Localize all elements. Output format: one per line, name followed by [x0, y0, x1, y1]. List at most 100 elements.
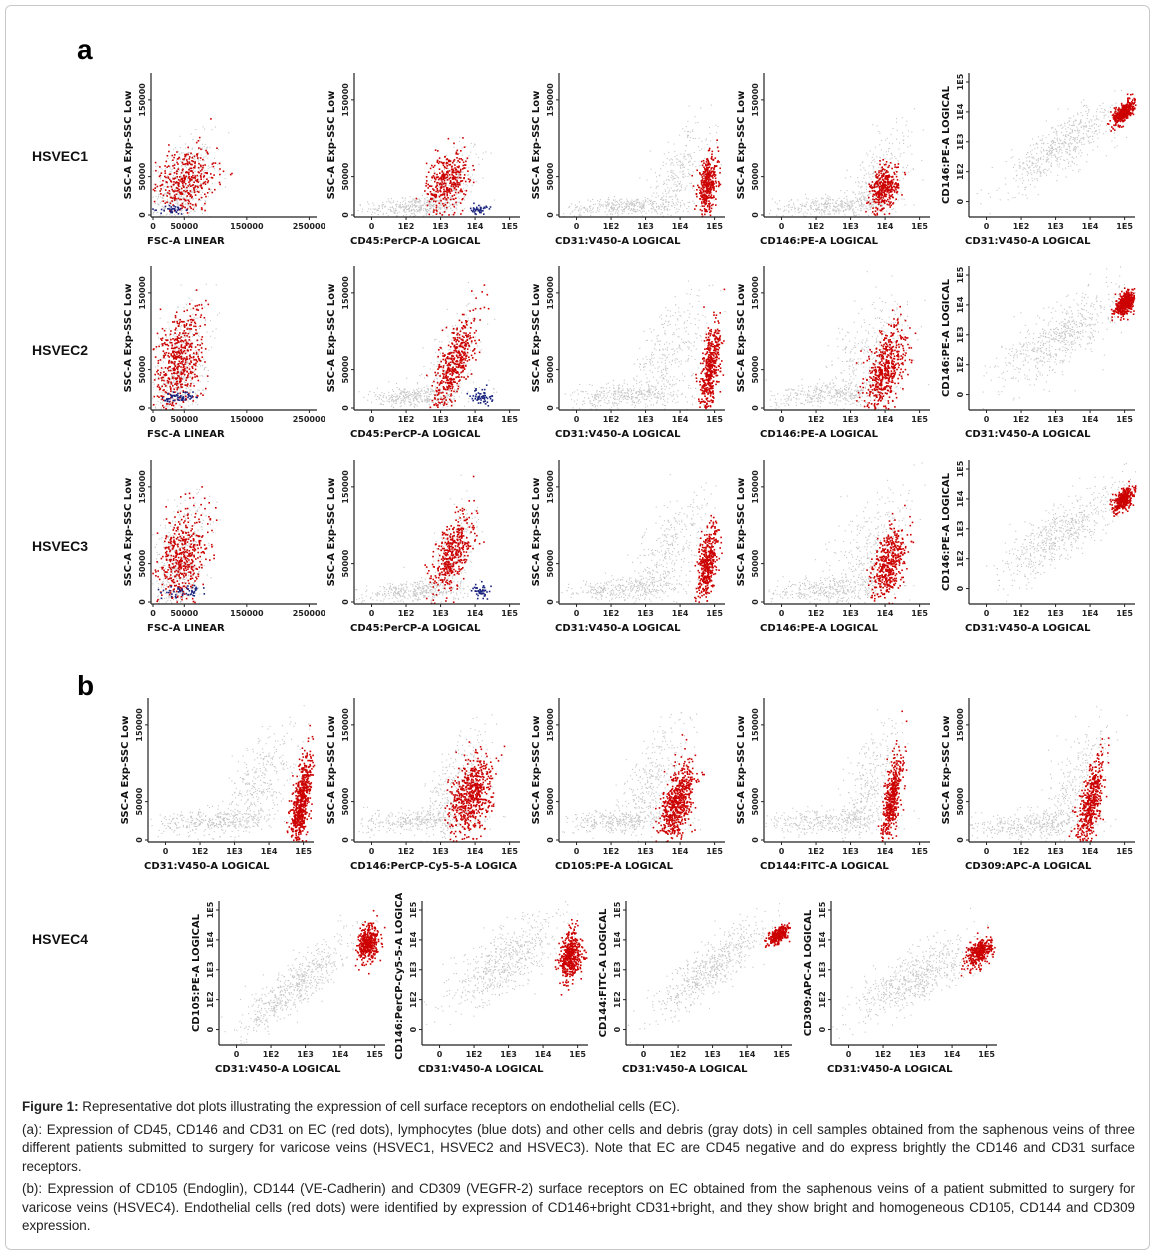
lymphocyte-dot — [174, 206, 177, 208]
ec-dot — [208, 188, 210, 190]
other-cell-dot — [1025, 194, 1027, 196]
ec-dot — [210, 173, 212, 175]
ec-dot — [430, 193, 433, 195]
ec-dot — [440, 177, 443, 180]
ec-dot — [433, 200, 435, 202]
ec-dot — [1118, 108, 1120, 111]
ec-dot — [468, 180, 471, 183]
other-cell-dot — [835, 207, 837, 209]
other-cell-dot — [1025, 186, 1027, 188]
other-cell-dot — [1077, 132, 1079, 134]
other-cell-dot — [1093, 132, 1095, 134]
other-cell-dot — [1085, 124, 1087, 126]
other-cell-dot — [444, 209, 446, 211]
y-tick-label: 50000 — [138, 162, 147, 190]
other-cell-dot — [179, 212, 181, 214]
other-cell-dot — [607, 205, 609, 207]
other-cell-dot — [1054, 142, 1056, 144]
other-cell-dot — [1068, 154, 1070, 156]
other-cell-dot — [198, 335, 200, 337]
ec-dot — [881, 176, 883, 178]
ec-dot — [881, 170, 883, 172]
ec-dot — [211, 191, 214, 194]
other-cell-dot — [913, 204, 915, 206]
other-cell-dot — [412, 198, 414, 200]
ec-dot — [202, 167, 204, 169]
other-cell-dot — [861, 203, 863, 205]
ec-dot — [189, 156, 191, 158]
ec-dot — [883, 189, 886, 192]
other-cell-dot — [1114, 147, 1116, 149]
other-cell-dot — [210, 188, 212, 190]
other-cell-dot — [459, 183, 461, 185]
other-cell-dot — [160, 369, 162, 371]
other-cell-dot — [174, 163, 176, 165]
other-cell-dot — [1088, 140, 1090, 142]
other-cell-dot — [675, 184, 677, 186]
y-axis-label: CD146:PE-A LOGICAL — [941, 85, 952, 204]
ec-dot — [452, 198, 455, 200]
ec-dot — [176, 187, 179, 190]
ec-dot — [885, 200, 888, 202]
other-cell-dot — [710, 158, 712, 160]
other-cell-dot — [675, 202, 677, 204]
other-cell-dot — [429, 208, 431, 210]
other-cell-dot — [159, 193, 161, 195]
ec-dot — [888, 192, 890, 194]
other-cell-dot — [419, 211, 421, 213]
other-cell-dot — [903, 152, 905, 154]
other-cell-dot — [835, 206, 837, 208]
other-cell-dot — [1056, 137, 1058, 139]
other-cell-dot — [178, 194, 180, 196]
other-cell-dot — [687, 169, 689, 171]
other-cell-dot — [692, 130, 694, 132]
other-cell-dot — [698, 146, 700, 148]
other-cell-dot — [585, 209, 587, 211]
other-cell-dot — [824, 203, 826, 205]
other-cell-dot — [1041, 142, 1043, 144]
ec-dot — [713, 183, 715, 185]
ec-dot — [437, 150, 439, 152]
other-cell-dot — [668, 151, 670, 153]
lymphocyte-dot — [180, 207, 182, 210]
other-cell-dot — [375, 208, 377, 210]
other-cell-dot — [1037, 159, 1039, 161]
ec-dot — [890, 185, 893, 188]
ec-dot — [699, 173, 701, 175]
other-cell-dot — [404, 199, 406, 201]
other-cell-dot — [172, 384, 174, 386]
other-cell-dot — [198, 168, 200, 170]
ec-dot — [875, 195, 878, 197]
other-cell-dot — [613, 204, 615, 206]
other-cell-dot — [894, 156, 896, 158]
ec-dot — [194, 203, 197, 205]
other-cell-dot — [823, 210, 825, 212]
other-cell-dot — [1087, 137, 1089, 139]
other-cell-dot — [676, 161, 678, 163]
other-cell-dot — [648, 210, 650, 212]
other-cell-dot — [439, 211, 441, 213]
other-cell-dot — [199, 180, 201, 182]
other-cell-dot — [621, 212, 623, 214]
other-cell-dot — [191, 189, 193, 191]
other-cell-dot — [884, 157, 886, 159]
ec-dot — [1115, 118, 1118, 120]
other-cell-dot — [620, 201, 622, 203]
other-cell-dot — [425, 210, 427, 212]
ec-dot — [443, 174, 446, 177]
other-cell-dot — [451, 198, 453, 200]
other-cell-dot — [627, 208, 629, 210]
ec-dot — [886, 176, 889, 179]
other-cell-dot — [821, 197, 823, 199]
ec-dot — [158, 175, 161, 178]
other-cell-dot — [436, 212, 438, 214]
other-cell-dot — [1073, 115, 1075, 117]
other-cell-dot — [1016, 175, 1018, 177]
other-cell-dot — [1078, 170, 1080, 172]
other-cell-dot — [169, 193, 171, 195]
ec-dot — [452, 213, 455, 216]
ec-dot — [889, 195, 892, 198]
other-cell-dot — [446, 179, 448, 181]
other-cell-dot — [396, 215, 398, 217]
ec-dot — [885, 193, 888, 196]
